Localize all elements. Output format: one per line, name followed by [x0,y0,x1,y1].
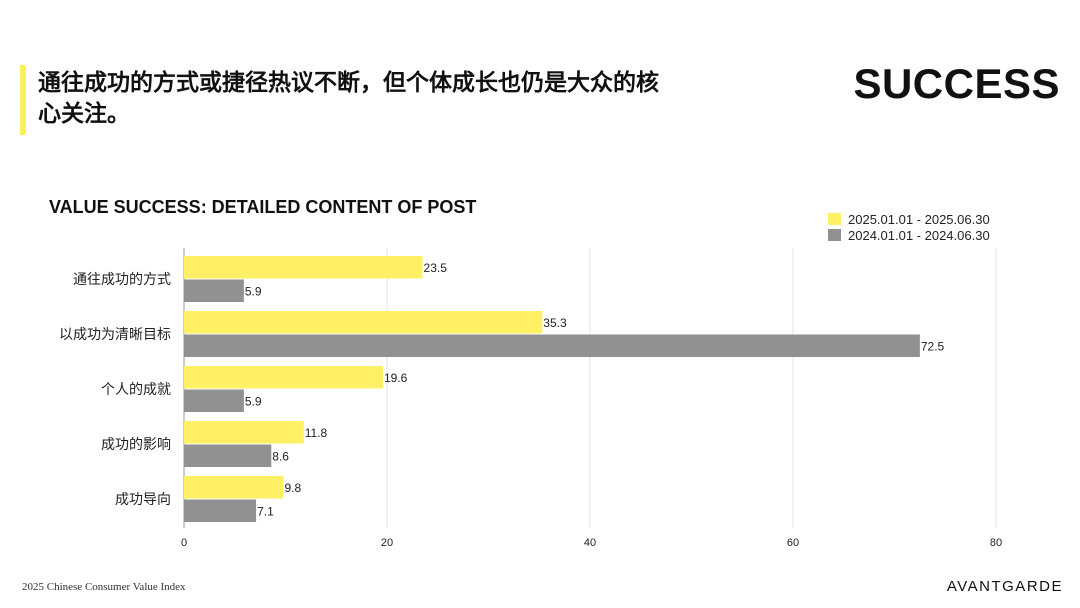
data-label: 11.8 [305,426,328,440]
bar [184,499,257,522]
data-label: 72.5 [921,339,945,353]
bar [184,279,244,302]
category-label: 通往成功的方式 [73,272,171,288]
legend-item-2025: 2025.01.01 - 2025.06.30 [828,211,990,227]
bar [184,444,272,467]
category-label: 个人的成就 [101,382,171,398]
legend-swatch-2024 [828,229,841,241]
bar [184,389,244,412]
data-label: 23.5 [424,261,448,275]
data-label: 5.9 [245,394,262,408]
bar [184,366,383,389]
brand-logo: AVANTGARDE [946,578,1063,595]
bar-chart: 通往成功的方式 23.5 5.9 以成功为清晰目标 35.3 72.5 个人的成就 19.6 5… [59,248,1002,549]
headline-accent-bar [20,65,26,135]
x-tick-label: 20 [381,537,393,549]
legend-label-2025: 2025.01.01 - 2025.06.30 [848,211,990,227]
x-tick-label: 80 [990,537,1002,549]
category-label: 成功导向 [115,492,171,508]
data-label: 7.1 [257,504,274,518]
bar [184,334,920,357]
data-label: 9.8 [284,481,301,495]
bar [184,256,423,279]
data-label: 19.6 [384,371,408,385]
footer-source: 2025 Chinese Consumer Value Index [22,581,186,593]
bar [184,311,543,334]
x-tick-label: 40 [584,537,596,549]
legend-label-2024: 2024.01.01 - 2024.06.30 [848,227,990,243]
legend-item-2024: 2024.01.01 - 2024.06.30 [828,227,990,243]
chart-legend: 2025.01.01 - 2025.06.30 2024.01.01 - 202… [828,211,990,243]
page-headline: 通往成功的方式或捷径热议不断，但个体成长也仍是大众的核心关注。 [38,70,659,127]
x-tick-label: 0 [181,537,187,549]
data-label: 8.6 [272,449,289,463]
data-label: 5.9 [245,284,262,298]
bar [184,421,304,444]
section-title: SUCCESS [853,60,1060,107]
category-label: 成功的影响 [101,437,171,453]
chart-title: VALUE SUCCESS: DETAILED CONTENT OF POST [49,197,477,217]
category-label: 以成功为清晰目标 [59,327,171,343]
legend-swatch-2025 [828,213,841,225]
bar [184,476,284,499]
data-label: 35.3 [543,316,567,330]
x-tick-label: 60 [787,537,799,549]
